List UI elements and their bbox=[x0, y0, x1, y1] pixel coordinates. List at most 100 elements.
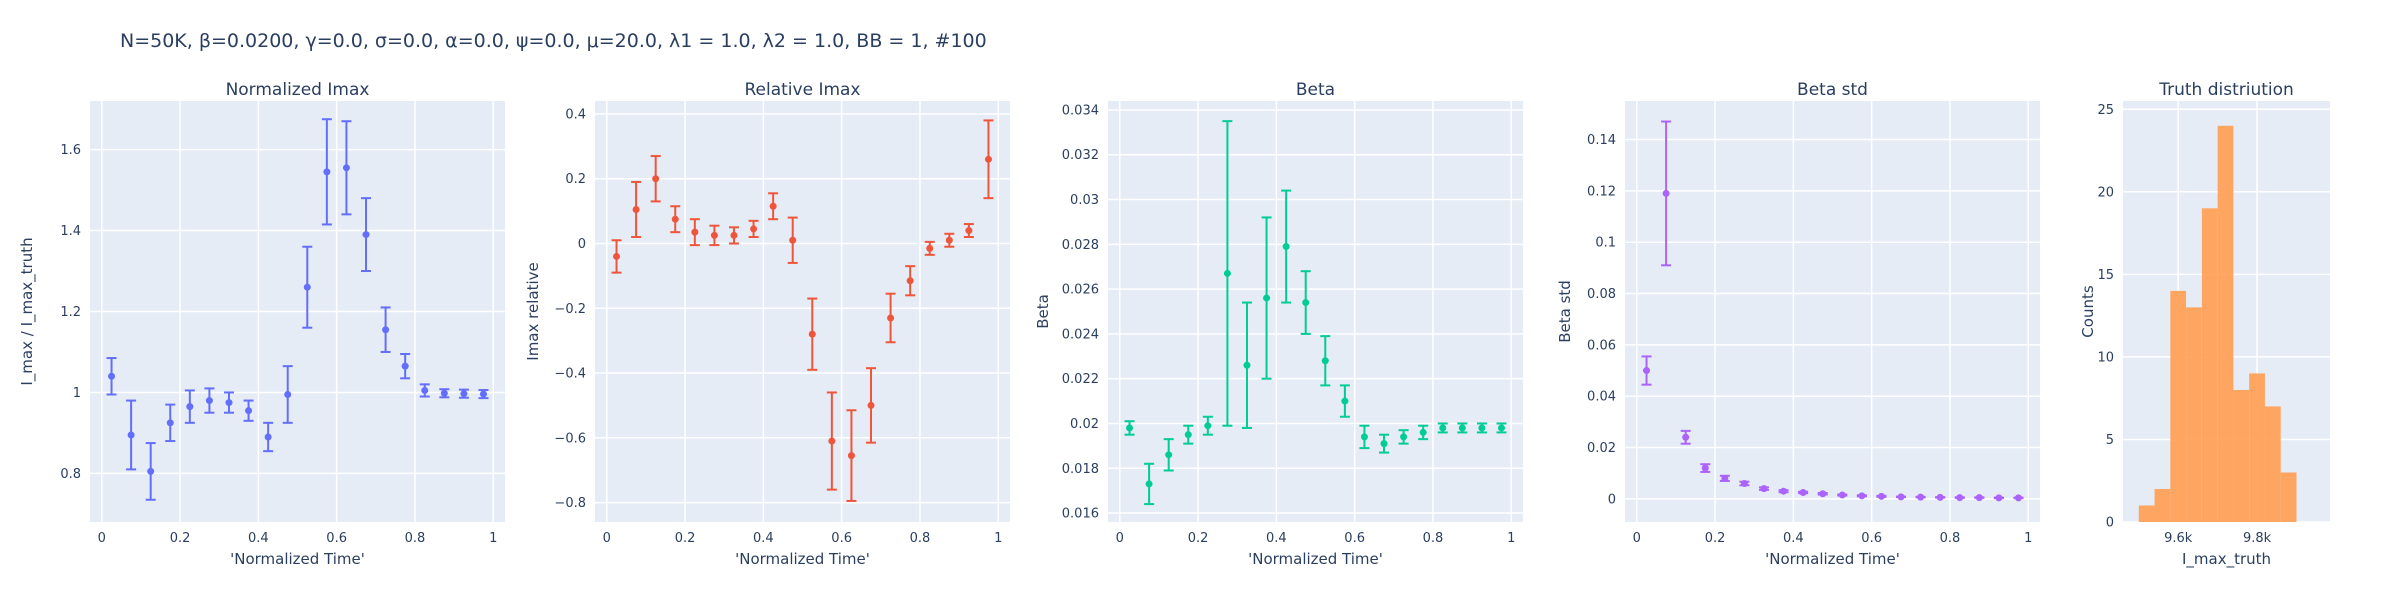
data-point bbox=[1897, 493, 1905, 501]
x-axis-label: 'Normalized Time' bbox=[1765, 550, 1900, 568]
data-point bbox=[1165, 451, 1173, 459]
x-tick-label: 0 bbox=[1633, 531, 1641, 546]
y-axis-label: Beta bbox=[1034, 294, 1052, 329]
data-point bbox=[1877, 492, 1885, 500]
y-tick-label: 0.03 bbox=[1070, 193, 1099, 208]
data-point bbox=[1223, 269, 1231, 277]
y-tick-label: 0.026 bbox=[1062, 283, 1099, 298]
data-point bbox=[1975, 494, 1983, 502]
y-tick-label: 0.4 bbox=[565, 107, 586, 122]
data-point bbox=[264, 433, 272, 441]
x-tick-label: 0.2 bbox=[170, 531, 191, 546]
data-point bbox=[1439, 424, 1447, 432]
x-tick-label: 0.8 bbox=[910, 531, 931, 546]
x-tick-label: 0.2 bbox=[675, 531, 696, 546]
data-point bbox=[225, 399, 233, 407]
data-point bbox=[401, 362, 409, 370]
y-axis-label: Counts bbox=[2079, 285, 2097, 338]
y-tick-label: 0 bbox=[578, 237, 586, 252]
data-point bbox=[1360, 433, 1368, 441]
x-tick-label: 0.6 bbox=[1344, 531, 1365, 546]
data-point bbox=[965, 227, 973, 235]
x-tick-label: 0.4 bbox=[753, 531, 774, 546]
chart-panel-4: 0 0.2 0.4 0.6 0.8 1 0 0.02 0.04 0.06 0.08 0.1 0.12 0.… bbox=[1556, 80, 2040, 568]
y-tick-label: 0.028 bbox=[1062, 238, 1099, 253]
histogram-bar bbox=[2233, 389, 2250, 522]
x-tick-label: 0.2 bbox=[1705, 531, 1726, 546]
x-tick-label: 0.8 bbox=[1423, 531, 1444, 546]
histogram-bar bbox=[2249, 373, 2265, 522]
x-axis-label: 'Normalized Time' bbox=[230, 550, 365, 568]
data-point bbox=[1302, 299, 1310, 307]
y-tick-label: 1 bbox=[73, 386, 81, 401]
plot-area bbox=[1625, 101, 2040, 522]
y-tick-label: 0.022 bbox=[1062, 372, 1099, 387]
data-point bbox=[460, 390, 468, 398]
x-axis-label: 'Normalized Time' bbox=[735, 550, 870, 568]
x-tick-label: 0.6 bbox=[1861, 531, 1882, 546]
data-point bbox=[1400, 433, 1408, 441]
y-tick-label: −0.4 bbox=[554, 367, 586, 382]
chart-title: Truth distriution bbox=[2158, 80, 2294, 100]
data-point bbox=[1819, 490, 1827, 498]
chart-panel-3: 0 0.2 0.4 0.6 0.8 1 0.016 0.018 0.02 0.022 0.024 0.… bbox=[1034, 80, 1523, 568]
y-tick-label: −0.8 bbox=[554, 496, 586, 511]
data-point bbox=[926, 244, 934, 252]
x-tick-label: 1 bbox=[2024, 531, 2032, 546]
y-tick-label: 1.4 bbox=[60, 224, 81, 239]
data-point bbox=[1478, 424, 1486, 432]
x-tick-label: 0.4 bbox=[1783, 531, 1804, 546]
plot-area bbox=[595, 101, 1010, 522]
plot-area bbox=[1108, 101, 1523, 522]
data-point bbox=[1263, 294, 1271, 302]
y-tick-label: 1.6 bbox=[60, 143, 81, 158]
x-axis-label: 'Normalized Time' bbox=[1248, 550, 1383, 568]
histogram-bar bbox=[2170, 290, 2187, 522]
histogram-bar bbox=[2280, 472, 2297, 522]
data-point bbox=[440, 389, 448, 397]
data-point bbox=[1682, 433, 1690, 441]
y-tick-label: 0.018 bbox=[1062, 462, 1099, 477]
data-point bbox=[1243, 361, 1251, 369]
x-tick-label: 1 bbox=[994, 531, 1002, 546]
data-point bbox=[1936, 493, 1944, 501]
data-point bbox=[808, 330, 816, 338]
data-point bbox=[284, 390, 292, 398]
data-point bbox=[1838, 491, 1846, 499]
data-point bbox=[1760, 485, 1768, 493]
data-point bbox=[613, 252, 621, 260]
x-tick-label: 0.2 bbox=[1188, 531, 1209, 546]
chart-title: Beta std bbox=[1797, 80, 1868, 100]
histogram-bar bbox=[2154, 488, 2171, 522]
data-point bbox=[867, 401, 875, 409]
y-tick-label: 20 bbox=[2097, 185, 2114, 200]
chart-title: Beta bbox=[1296, 80, 1335, 100]
data-point bbox=[303, 283, 311, 291]
y-tick-label: 15 bbox=[2097, 268, 2114, 283]
data-point bbox=[769, 202, 777, 210]
data-point bbox=[1858, 492, 1866, 500]
data-point bbox=[887, 314, 895, 322]
data-point bbox=[421, 386, 429, 394]
data-point bbox=[789, 236, 797, 244]
x-tick-label: 0 bbox=[603, 531, 611, 546]
x-tick-label: 0.4 bbox=[248, 531, 269, 546]
data-point bbox=[710, 231, 718, 239]
data-point bbox=[323, 168, 331, 176]
data-point bbox=[1662, 189, 1670, 197]
chart-panel-2: 0 0.2 0.4 0.6 0.8 1 −0.8 −0.6 −0.4 −0.2 0 0.2 0.4 Rel… bbox=[524, 80, 1010, 568]
chart-title: Relative Imax bbox=[744, 80, 860, 100]
y-tick-label: 0.8 bbox=[60, 467, 81, 482]
y-tick-label: 25 bbox=[2097, 103, 2114, 118]
data-point bbox=[1721, 474, 1729, 482]
data-point bbox=[147, 467, 155, 475]
y-tick-label: 0.034 bbox=[1062, 103, 1099, 118]
y-tick-label: −0.2 bbox=[554, 302, 586, 317]
data-point bbox=[1643, 367, 1651, 375]
data-point bbox=[652, 175, 660, 183]
y-tick-label: 0.016 bbox=[1062, 507, 1099, 522]
data-point bbox=[1341, 397, 1349, 405]
x-tick-label: 0 bbox=[98, 531, 106, 546]
